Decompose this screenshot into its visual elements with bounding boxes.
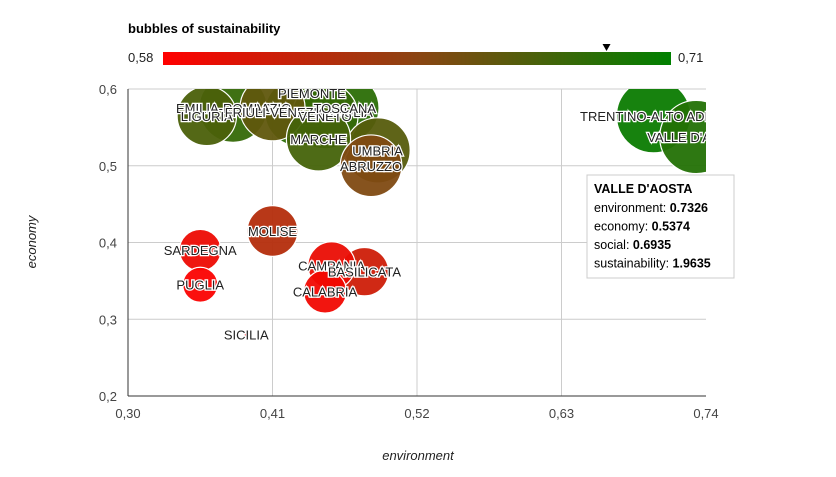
tooltip: VALLE D'AOSTA environment: 0.7326 economy… <box>586 174 735 279</box>
y-axis-title: economy <box>24 214 39 268</box>
color-axis-max-label: 0,71 <box>678 50 703 65</box>
bubble-label: MARCHE <box>290 132 347 147</box>
x-tick-label: 0,41 <box>260 406 285 421</box>
tooltip-row: social: 0.6935 <box>594 238 671 252</box>
bubble[interactable] <box>246 205 299 257</box>
tooltip-title: VALLE D'AOSTA <box>594 182 692 196</box>
color-axis-marker <box>602 44 611 51</box>
tooltip-row: sustainability: 1.9635 <box>594 257 711 271</box>
axes: 0,30 0,41 0,52 0,63 0,74 0,6 0,5 0,4 0,3 0,2 <box>99 82 719 421</box>
bubble-label: BASILICATA <box>328 265 402 280</box>
bubble[interactable] <box>243 332 249 338</box>
bubble[interactable] <box>302 269 348 314</box>
bubble[interactable] <box>339 134 403 198</box>
bubble-label: TRENTINO-ALTO ADIGE <box>580 109 727 124</box>
bubble-label: SICILIA <box>224 328 269 343</box>
x-tick-label: 0,74 <box>693 406 718 421</box>
color-axis-gradient <box>163 52 671 65</box>
bubble-label: VENETO <box>298 109 351 124</box>
bubbles <box>176 86 733 338</box>
y-tick-label: 0,6 <box>99 82 117 97</box>
bubble-label: FRIULI-VENEZIA-GIULIA <box>225 105 373 120</box>
x-tick-label: 0,63 <box>549 406 574 421</box>
bubble-label: PIEMONTE <box>278 86 346 101</box>
bubble-label: PUGLIA <box>176 278 224 293</box>
bubble[interactable] <box>285 106 352 172</box>
bubble[interactable] <box>659 99 733 175</box>
bubble-label: CALABRIA <box>293 285 358 300</box>
bubble-label: SARDEGNA <box>164 243 237 258</box>
bubble-label: VALLE D'AOSTA <box>647 130 745 145</box>
x-axis-title: environment <box>382 448 455 463</box>
bubble-label: LAZIO <box>254 101 292 116</box>
y-tick-label: 0,5 <box>99 159 117 174</box>
bubble[interactable] <box>176 86 238 147</box>
y-tick-label: 0,3 <box>99 312 117 327</box>
bubble-label: EMILIA-ROMAGNA <box>176 101 290 116</box>
x-tick-label: 0,30 <box>115 406 140 421</box>
tooltip-row: environment: 0.7326 <box>594 201 708 215</box>
bubble[interactable] <box>182 266 219 303</box>
color-axis-min-label: 0,58 <box>128 50 153 65</box>
bubble-label: ABRUZZO <box>340 159 402 174</box>
bubble-label: MOLISE <box>248 224 297 239</box>
color-axis-title: bubbles of sustainability <box>128 21 281 36</box>
tooltip-box <box>586 174 735 279</box>
bubble-label: LIGURIA <box>181 109 233 124</box>
x-tick-label: 0,52 <box>404 406 429 421</box>
bubble-label: UMBRIA <box>352 143 403 158</box>
y-tick-label: 0,2 <box>99 389 117 404</box>
y-tick-label: 0,4 <box>99 236 117 251</box>
bubble-label: CAMPANIA <box>298 259 365 274</box>
tooltip-row: economy: 0.5374 <box>594 220 690 234</box>
bubble-label: TOSCANA <box>313 101 376 116</box>
